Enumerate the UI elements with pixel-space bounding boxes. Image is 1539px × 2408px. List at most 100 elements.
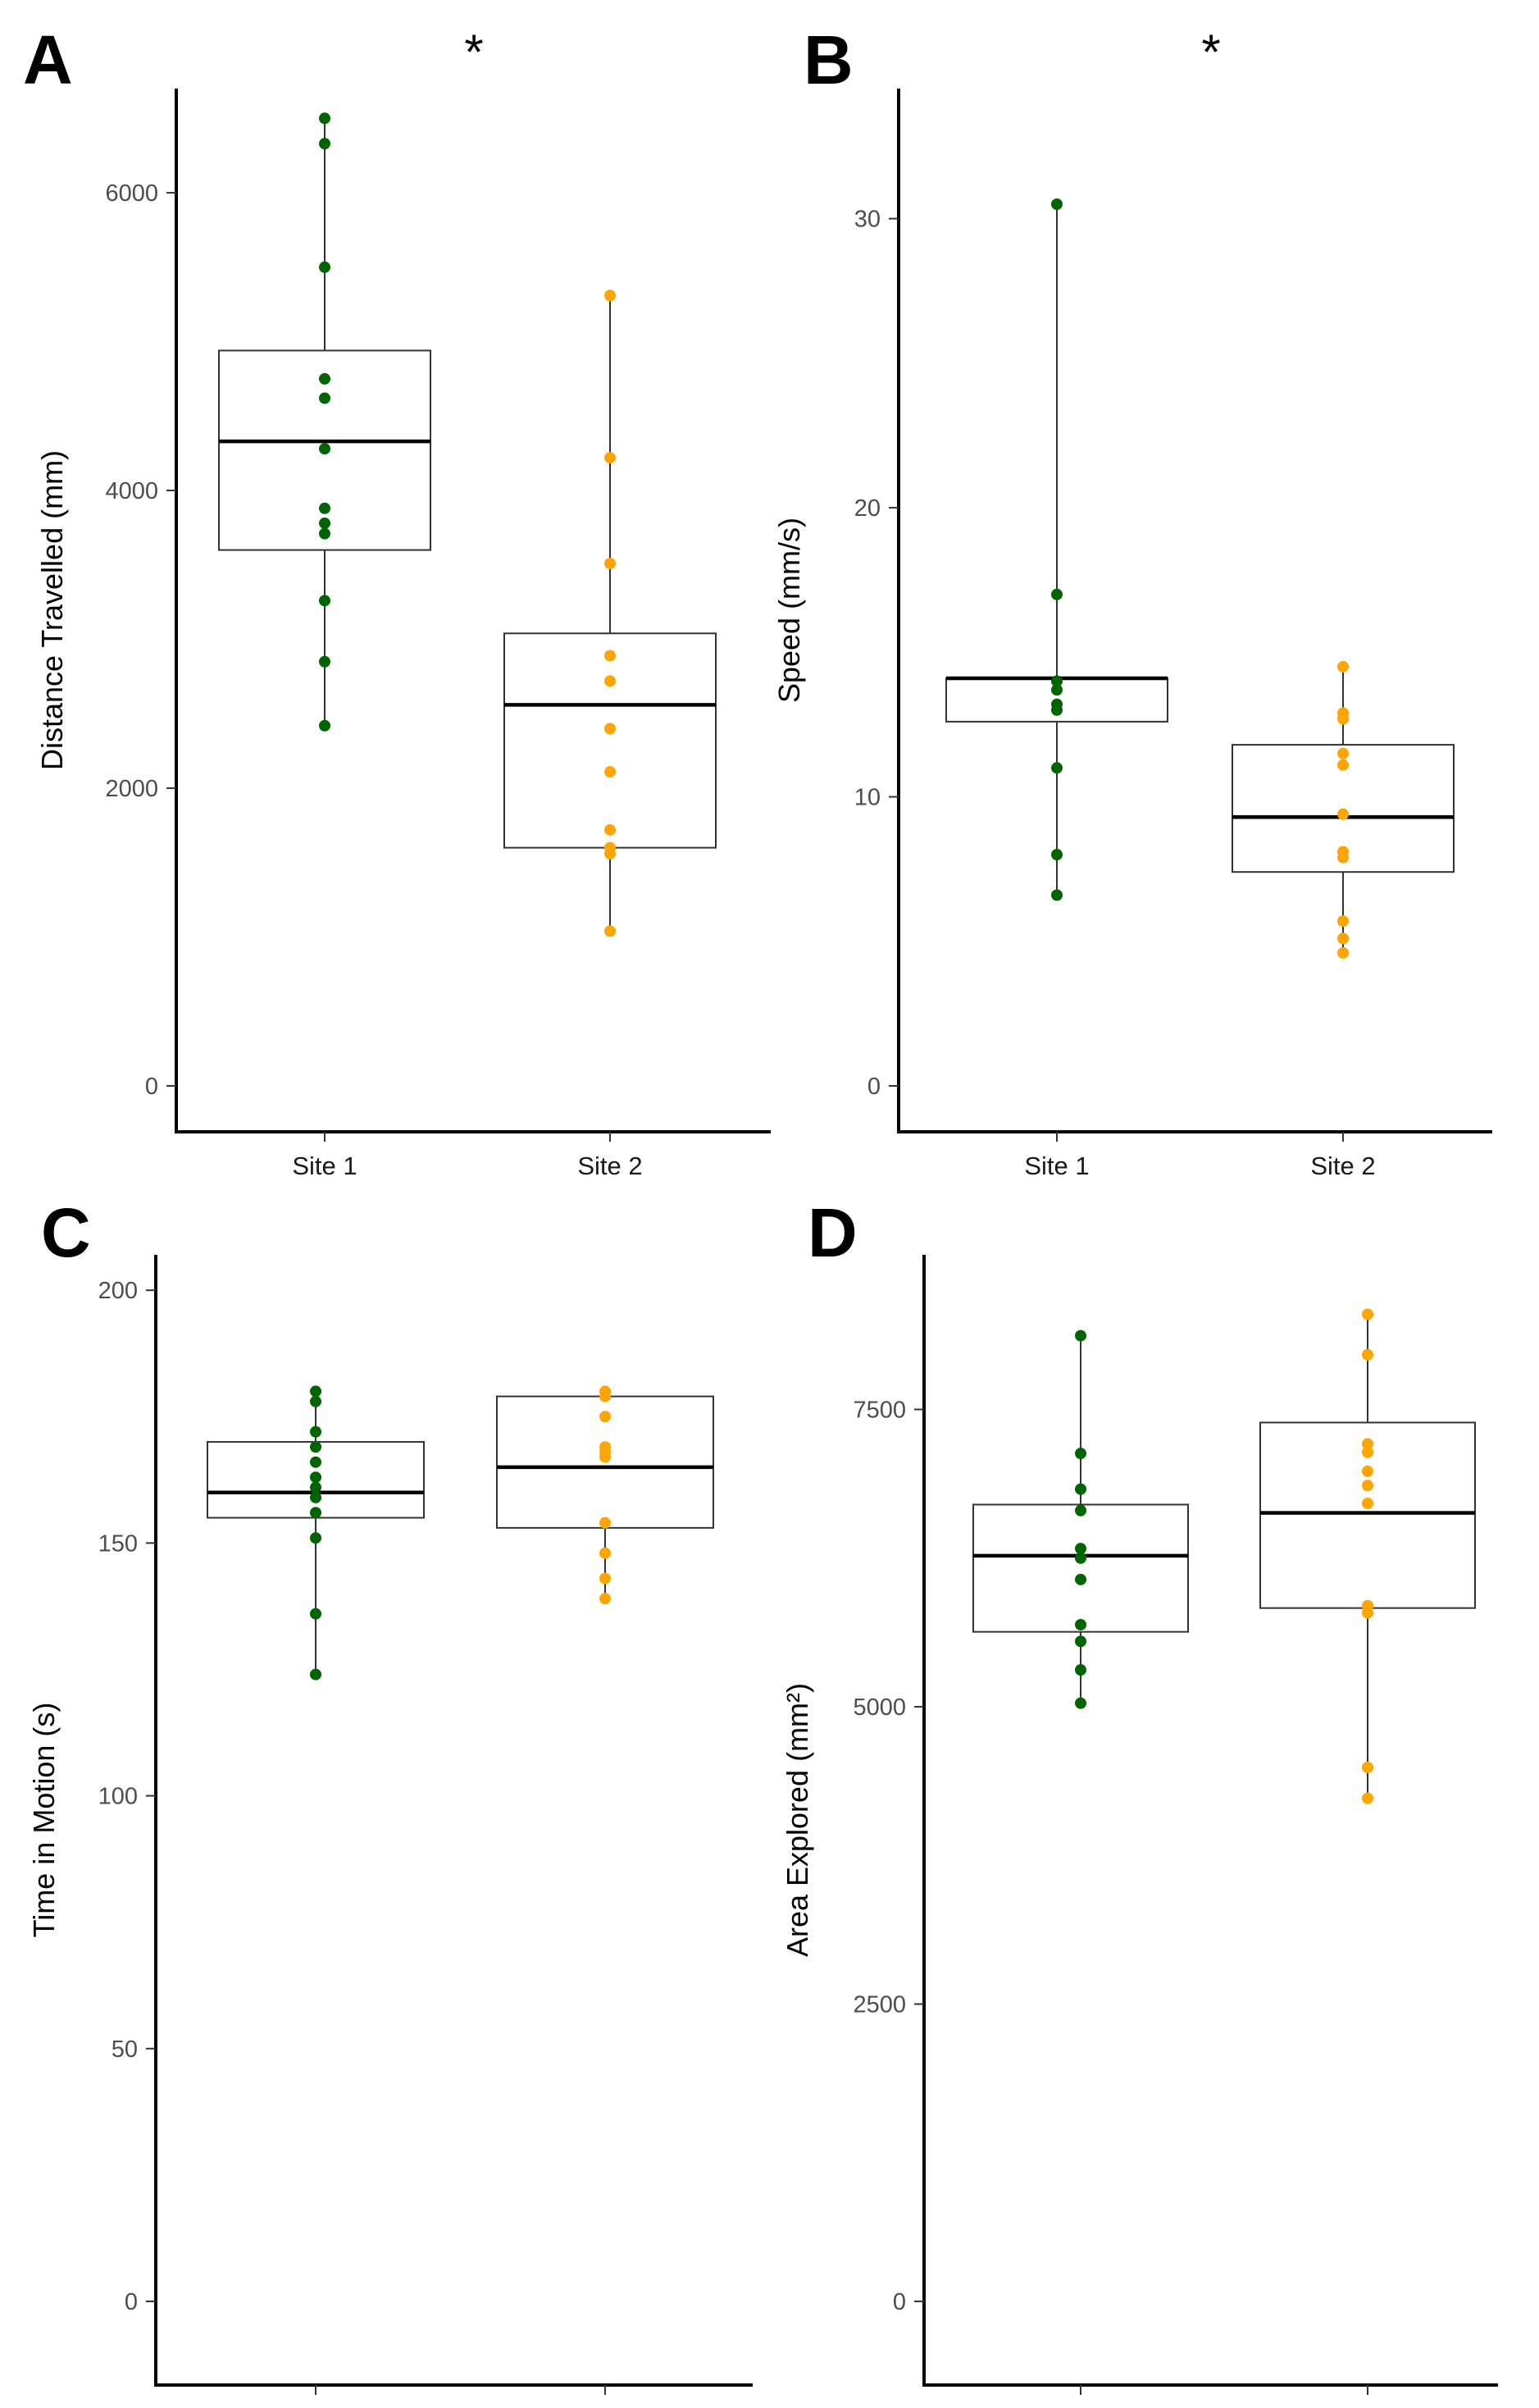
data-point (310, 1668, 321, 1681)
x-tick-label: Site 1 (1024, 1152, 1089, 1180)
data-point (319, 517, 330, 529)
y-tick-label: 0 (867, 1074, 881, 1100)
y-tick-label: 100 (98, 1784, 138, 1810)
y-axis-title: Distance Travelled (mm) (35, 450, 69, 770)
data-point (1051, 684, 1063, 696)
data-point (1362, 1792, 1373, 1804)
y-tick-label: 50 (112, 2036, 138, 2063)
data-point (1362, 1607, 1373, 1619)
data-point (604, 452, 616, 464)
data-point (319, 595, 330, 607)
data-point (604, 675, 616, 687)
data-point (604, 557, 616, 569)
data-point (1051, 198, 1063, 210)
data-point (310, 1395, 321, 1407)
data-point (1075, 1664, 1086, 1676)
data-point (1337, 747, 1349, 759)
y-tick-label: 30 (854, 207, 881, 233)
data-point (310, 1441, 321, 1453)
data-point (1337, 915, 1349, 928)
data-point (310, 1456, 321, 1468)
data-point (599, 1390, 611, 1402)
data-point (319, 655, 330, 668)
data-point (1075, 1504, 1086, 1516)
data-point (319, 261, 330, 273)
data-point (1362, 1348, 1373, 1361)
x-tick-label: Site 2 (572, 2405, 637, 2408)
x-tick-label: Site 2 (1310, 1152, 1375, 1180)
x-tick-label: Site 1 (1048, 2405, 1113, 2408)
x-tick-label: Site 1 (292, 1152, 357, 1180)
y-tick-label: 6000 (105, 180, 158, 207)
y-axis-title: Time in Motion (s) (27, 1703, 61, 1938)
data-point (599, 1593, 611, 1605)
data-point (1337, 660, 1349, 673)
box-iqr (972, 1503, 1189, 1633)
data-point (1075, 1543, 1086, 1555)
panel-letter: B (804, 21, 854, 98)
panel-letter: D (808, 1194, 858, 1271)
data-point (604, 823, 616, 836)
data-point (1075, 1448, 1086, 1460)
chart-panel-a: A * 0 2000 4000 6000 Distance Travelled (mm) Si… (23, 21, 771, 1180)
data-point (319, 443, 330, 455)
data-point (1075, 1573, 1086, 1585)
data-point (319, 527, 330, 540)
y-tick-label: 10 (854, 785, 881, 811)
data-point (604, 847, 616, 860)
data-point (1075, 1697, 1086, 1709)
data-point (319, 392, 330, 404)
data-point (319, 138, 330, 150)
data-point (1051, 762, 1063, 774)
data-point (1362, 1498, 1373, 1510)
data-point (1337, 933, 1349, 945)
data-point (310, 1471, 321, 1484)
y-tick-label: 0 (893, 2289, 906, 2315)
panel-letter: C (41, 1194, 91, 1271)
y-axis-title: Speed (mm/s) (772, 518, 806, 703)
data-point (310, 1385, 321, 1398)
data-point (599, 1516, 611, 1529)
y-tick-label: 2500 (853, 1992, 906, 2018)
data-point (1051, 849, 1063, 861)
data-point (1337, 759, 1349, 771)
chart-panel-d: D 0 2500 5000 7500 Area Explored (mm²) Site 1 S… (781, 1194, 1498, 2408)
significance-marker: * (1201, 25, 1220, 80)
data-point (319, 372, 330, 385)
data-point (310, 1491, 321, 1503)
data-point (1362, 1480, 1373, 1492)
data-point (1337, 713, 1349, 725)
data-point (1337, 851, 1349, 864)
data-point (1362, 1761, 1373, 1773)
data-point (1051, 588, 1063, 600)
data-point (604, 723, 616, 735)
data-point (310, 1608, 321, 1620)
y-tick-label: 2000 (105, 776, 158, 802)
data-point (604, 766, 616, 778)
data-point (1075, 1618, 1086, 1630)
x-tick-label: Site 2 (1335, 2405, 1400, 2408)
data-point (310, 1481, 321, 1494)
data-point (599, 1411, 611, 1423)
data-point (1362, 1446, 1373, 1458)
x-tick-label: Site 2 (577, 1152, 642, 1180)
y-tick-label: 0 (145, 1074, 158, 1100)
y-tick-label: 20 (854, 495, 881, 522)
data-point (604, 650, 616, 662)
data-point (1362, 1308, 1373, 1320)
data-point (599, 1572, 611, 1585)
data-point (1337, 946, 1349, 959)
data-point (310, 1532, 321, 1544)
data-point (319, 112, 330, 125)
y-tick-label: 150 (98, 1530, 138, 1557)
data-point (1075, 1635, 1086, 1648)
y-tick-label: 5000 (853, 1694, 906, 1721)
data-point (319, 719, 330, 732)
panel-letter: A (23, 21, 73, 98)
chart-panel-b: B * 0 10 20 30 Speed (mm/s) Site 1 Site 2 (772, 21, 1492, 1180)
data-point (1337, 808, 1349, 820)
y-tick-label: 200 (98, 1278, 138, 1304)
data-point (1362, 1438, 1373, 1450)
data-point (599, 1547, 611, 1559)
